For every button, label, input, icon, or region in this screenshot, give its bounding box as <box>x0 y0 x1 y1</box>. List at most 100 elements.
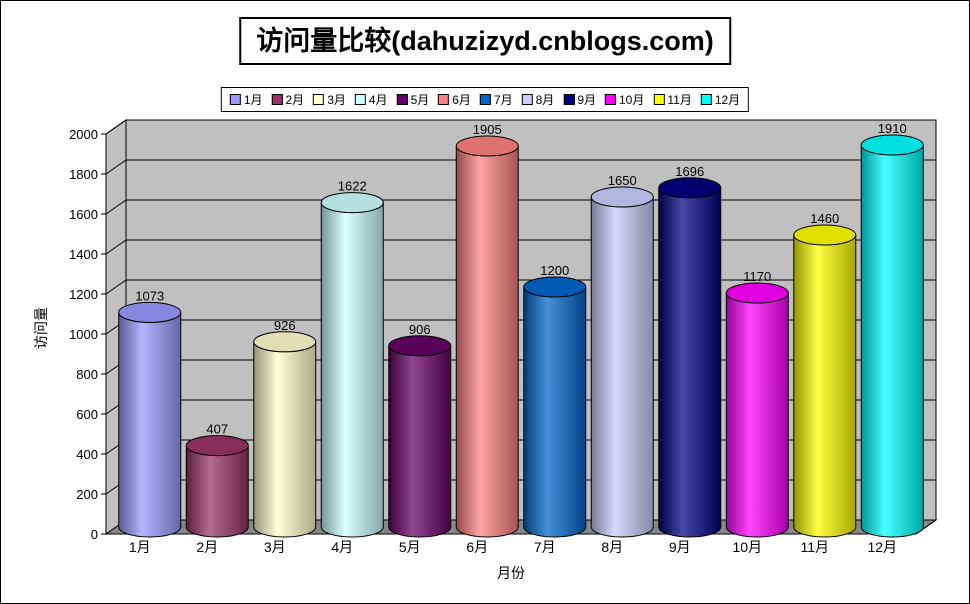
legend-item: 5月 <box>396 91 430 108</box>
x-tick-label: 4月 <box>331 539 353 555</box>
x-tick-label: 2月 <box>196 539 218 555</box>
cylinder-bar <box>860 144 924 538</box>
legend-swatch <box>438 94 450 105</box>
cylinder-top <box>793 224 857 246</box>
legend-label: 5月 <box>410 93 430 107</box>
y-tick-label: 800 <box>76 367 98 382</box>
y-tick-label: 600 <box>76 407 98 422</box>
y-tick-label: 200 <box>76 487 98 502</box>
cylinder-top <box>658 177 722 199</box>
legend-label: 12月 <box>714 93 741 107</box>
gridline-side <box>105 239 127 255</box>
legend-label: 8月 <box>535 93 555 107</box>
legend-swatch <box>354 94 366 105</box>
bar-value-label: 407 <box>206 422 228 437</box>
chart-title: 访问量比较(dahuzizyd.cnblogs.com) <box>239 17 731 66</box>
cylinder-top <box>185 435 249 457</box>
gridline-side <box>105 119 127 135</box>
bar-value-label: 1200 <box>540 263 569 278</box>
x-tick-label: 9月 <box>669 539 691 555</box>
legend-item: 7月 <box>479 91 513 108</box>
legend-swatch <box>313 94 325 105</box>
cylinder-top <box>253 331 317 353</box>
bar-value-label: 1170 <box>743 269 771 284</box>
cylinder-top <box>725 282 789 304</box>
legend-swatch <box>563 94 575 105</box>
cylinder-bar <box>118 312 182 538</box>
x-tick-label: 11月 <box>800 539 829 555</box>
legend-label: 2月 <box>285 93 305 107</box>
legend-label: 9月 <box>577 93 596 107</box>
cylinder-top <box>320 192 384 214</box>
bar-value-label: 1696 <box>675 164 704 179</box>
cylinder-top <box>118 301 182 323</box>
legend-label: 4月 <box>368 93 388 107</box>
bar-value-label: 906 <box>409 322 431 337</box>
legend-item: 4月 <box>354 91 388 108</box>
cylinder-top <box>455 135 519 157</box>
cylinder-bar <box>253 341 317 538</box>
bar-value-label: 1073 <box>135 288 164 303</box>
legend-label: 6月 <box>452 93 471 107</box>
legend-item: 3月 <box>313 91 346 108</box>
cylinder-top <box>590 186 654 208</box>
x-tick-label: 1月 <box>129 539 151 555</box>
legend-swatch <box>653 94 665 105</box>
x-tick-label: 7月 <box>534 539 556 555</box>
cylinder-top <box>523 276 587 298</box>
legend-item: 11月 <box>653 91 692 108</box>
x-axis-title: 月份 <box>497 565 525 581</box>
cylinder-bar <box>793 234 857 538</box>
legend-item: 9月 <box>563 91 596 108</box>
legend-item: 10月 <box>605 91 644 108</box>
y-axis-title: 访问量 <box>33 307 49 349</box>
x-tick-label: 5月 <box>399 539 421 555</box>
y-tick-label: 1800 <box>69 167 98 182</box>
y-tick-label: 400 <box>76 447 98 462</box>
legend-swatch <box>229 94 241 105</box>
cylinder-top <box>860 134 924 156</box>
y-tick-label: 2000 <box>69 127 98 142</box>
legend-label: 1月 <box>243 93 263 107</box>
x-tick-label: 10月 <box>732 539 762 555</box>
gridline-side <box>105 159 127 175</box>
x-tick-label: 8月 <box>601 539 623 555</box>
bar-value-label: 1650 <box>608 173 637 188</box>
y-tick-label: 1200 <box>69 287 98 302</box>
y-tick-label: 1600 <box>69 207 98 222</box>
legend-swatch <box>605 94 616 105</box>
cylinder-bar <box>725 292 789 538</box>
legend-label: 7月 <box>493 93 513 107</box>
cylinder-bar <box>185 445 249 538</box>
legend-swatch <box>521 94 533 105</box>
cylinder-bar <box>388 345 452 538</box>
legend-item: 12月 <box>700 91 741 108</box>
legend: 1月 2月 3月 4月 5月 6月 7月 8月 9月 10月 11月 12月 <box>220 87 750 112</box>
legend-swatch <box>479 94 491 105</box>
cylinder-bar <box>523 286 587 538</box>
bar-value-label: 1910 <box>878 121 907 136</box>
cylinder-bar <box>320 202 384 538</box>
legend-item: 2月 <box>271 91 305 108</box>
legend-swatch <box>700 94 712 105</box>
legend-item: 6月 <box>438 91 471 108</box>
gridline-side <box>105 199 127 215</box>
legend-swatch <box>396 94 408 105</box>
bar-value-label: 926 <box>274 318 296 333</box>
cylinder-top <box>388 335 452 357</box>
legend-label: 3月 <box>327 93 346 107</box>
legend-swatch <box>271 94 283 105</box>
x-tick-label: 12月 <box>867 539 897 555</box>
x-tick-label: 6月 <box>466 539 488 555</box>
cylinder-bar <box>590 196 654 538</box>
cylinder-bar <box>455 145 519 538</box>
gridline-side <box>105 279 127 295</box>
bar-value-label: 1460 <box>810 211 839 226</box>
y-tick-label: 1400 <box>69 247 98 262</box>
bar-value-label: 1622 <box>338 179 367 194</box>
y-tick-label: 1000 <box>69 327 98 342</box>
bar-value-label: 1905 <box>473 122 502 137</box>
legend-item: 1月 <box>229 91 263 108</box>
